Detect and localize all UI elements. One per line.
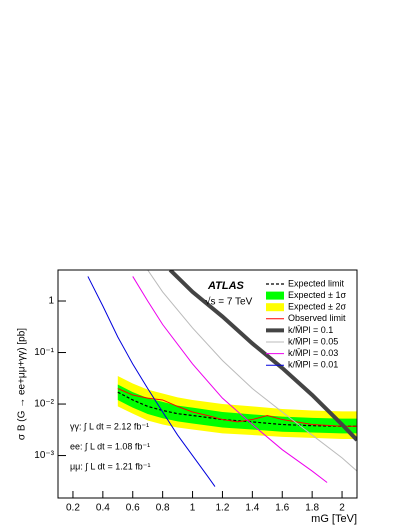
series-line [168, 270, 357, 442]
lumi-label: γγ: ∫ L dt = 2.12 fb⁻¹ [70, 421, 149, 431]
x-tick-label: 0.8 [156, 503, 170, 514]
legend-swatch [266, 303, 284, 312]
series-line [117, 391, 357, 427]
y-tick-label: 10⁻³ [34, 450, 54, 461]
y-tick-label: 1 [48, 296, 54, 307]
series-line [132, 276, 328, 483]
y-tick-label: 10⁻¹ [34, 347, 54, 358]
series-line [87, 276, 216, 487]
y-tick-label: 10⁻² [34, 399, 54, 410]
x-tick-label: 0.2 [66, 503, 80, 514]
legend-label: Expected ± 1σ [288, 290, 346, 300]
legend-label: k/M̄Pl = 0.01 [288, 360, 338, 370]
x-tick-label: 0.4 [96, 503, 110, 514]
x-tick-label: 1.8 [305, 503, 319, 514]
legend-label: k/M̄Pl = 0.03 [288, 348, 338, 358]
band [117, 384, 357, 434]
x-tick-label: 1.4 [245, 503, 259, 514]
x-tick-label: 2 [339, 503, 345, 514]
series-line [117, 388, 357, 427]
x-tick-label: 1.6 [275, 503, 289, 514]
lumi-label: μμ: ∫ L dt = 1.21 fb⁻¹ [70, 461, 151, 471]
frame [57, 269, 358, 499]
lumi-label: ee: ∫ L dt = 1.08 fb⁻¹ [70, 441, 150, 451]
atlas-label: ATLAS [207, 280, 245, 292]
x-tick-label: 1 [190, 503, 196, 514]
x-tick-label: 1.2 [215, 503, 229, 514]
legend-label: Expected limit [288, 278, 345, 288]
legend-label: Observed limit [288, 313, 346, 323]
x-axis-label: mG [TeV] [311, 513, 357, 525]
legend-label: k/M̄Pl = 0.1 [288, 325, 333, 335]
energy-label: √s = 7 TeV [205, 296, 253, 308]
y-axis-label: σ B (G → ee+μμ+γγ) [pb] [17, 328, 28, 440]
legend-swatch [266, 291, 284, 300]
legend-label: Expected ± 2σ [288, 302, 346, 312]
x-tick-label: 0.6 [126, 503, 140, 514]
legend-label: k/M̄Pl = 0.05 [288, 336, 338, 346]
plot-area [87, 270, 357, 487]
series-line [147, 270, 357, 472]
